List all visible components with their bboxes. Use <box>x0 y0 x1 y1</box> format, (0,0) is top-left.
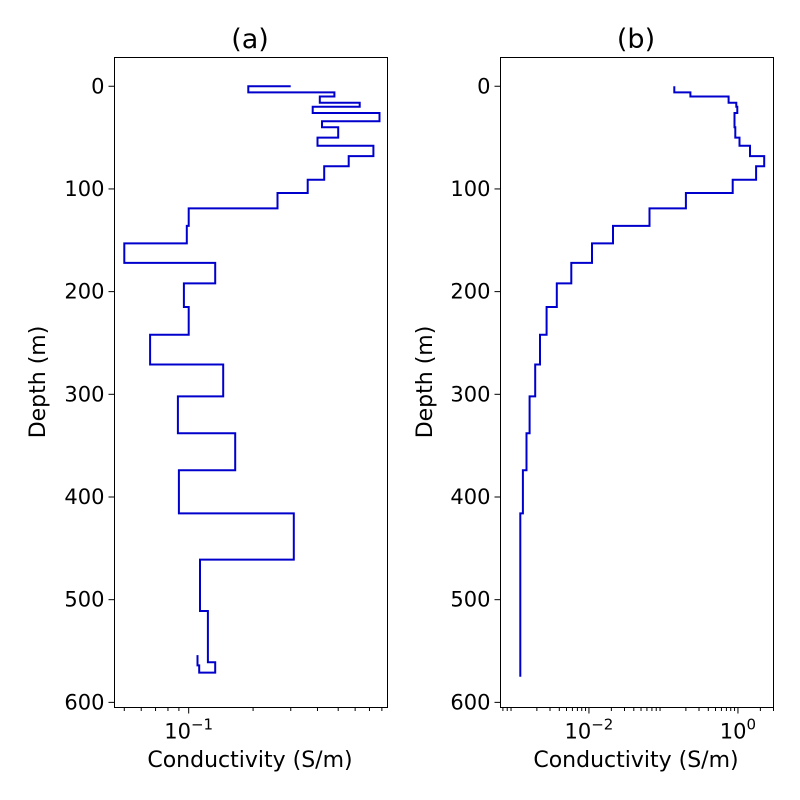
plot-frame-a <box>114 57 388 708</box>
y-tick-label: 200 <box>450 280 490 304</box>
y-tick-label: 100 <box>64 177 104 201</box>
plot-frame-b <box>500 57 774 708</box>
y-tick-label: 500 <box>64 588 104 612</box>
y-tick-label: 200 <box>64 280 104 304</box>
y-tick-label: 0 <box>91 74 104 98</box>
y-tick-label: 300 <box>450 382 490 406</box>
panel-a: (a) 0 100 200 300 400 500 600 10−1 Conductivity… <box>26 24 388 773</box>
y-tick-label: 500 <box>450 588 490 612</box>
ticks-b: 0 100 200 300 400 500 600 10−2 100 <box>450 74 774 744</box>
y-tick-label: 300 <box>64 382 104 406</box>
chart-title-a: (a) <box>231 24 269 55</box>
y-tick-label: 400 <box>64 485 104 509</box>
chart-title-b: (b) <box>617 24 655 55</box>
x-axis-label-a: Conductivity (S/m) <box>147 748 352 773</box>
x-tick-label: 10−2 <box>565 716 614 744</box>
panel-b: (b) 0 100 200 300 400 500 600 10−2 100 Conductiv… <box>413 24 774 773</box>
x-tick-label: 10−1 <box>164 716 213 744</box>
y-tick-label: 600 <box>64 690 104 714</box>
y-axis-label-b: Depth (m) <box>413 326 438 439</box>
conductivity-profile-line-a <box>123 85 381 674</box>
y-tick-label: 600 <box>450 690 490 714</box>
ticks-a: 0 100 200 300 400 500 600 10−1 <box>64 74 383 744</box>
y-tick-label: 100 <box>450 177 490 201</box>
y-axis-label-a: Depth (m) <box>26 326 51 439</box>
x-tick-label: 100 <box>720 716 756 744</box>
y-tick-label: 0 <box>477 74 490 98</box>
conductivity-profile-line-b <box>519 86 766 677</box>
x-axis-label-b: Conductivity (S/m) <box>533 748 738 773</box>
y-tick-label: 400 <box>450 485 490 509</box>
